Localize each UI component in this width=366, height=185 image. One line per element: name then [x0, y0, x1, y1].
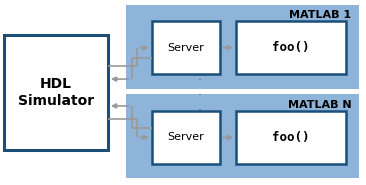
- Text: foo(): foo(): [272, 131, 310, 144]
- Text: Server: Server: [167, 132, 204, 142]
- FancyBboxPatch shape: [152, 21, 220, 74]
- FancyBboxPatch shape: [126, 5, 359, 89]
- Text: MATLAB 1: MATLAB 1: [289, 10, 351, 20]
- Text: MATLAB N: MATLAB N: [288, 100, 351, 110]
- FancyBboxPatch shape: [236, 21, 346, 74]
- FancyBboxPatch shape: [152, 111, 220, 164]
- FancyBboxPatch shape: [236, 111, 346, 164]
- FancyBboxPatch shape: [126, 94, 359, 178]
- Text: foo(): foo(): [272, 41, 310, 54]
- FancyBboxPatch shape: [4, 35, 108, 150]
- Text: Server: Server: [167, 43, 204, 53]
- Text: HDL
Simulator: HDL Simulator: [18, 77, 94, 108]
- Text: ·
·
·: · · ·: [198, 74, 201, 117]
